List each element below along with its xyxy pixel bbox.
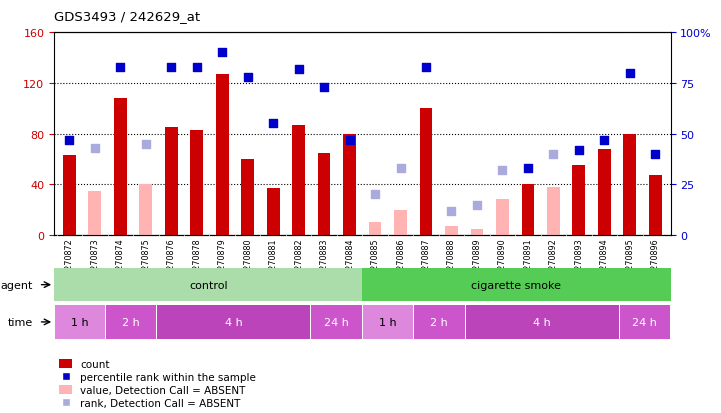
Text: 1 h: 1 h — [379, 317, 397, 327]
Text: 1 h: 1 h — [71, 317, 89, 327]
Point — [598, 137, 610, 144]
Point — [650, 151, 661, 158]
Text: GSM270887: GSM270887 — [422, 238, 430, 286]
Bar — [242, 159, 254, 235]
Bar — [414, 306, 464, 339]
Bar — [157, 306, 311, 339]
Text: GSM270883: GSM270883 — [319, 238, 329, 286]
Text: GSM270884: GSM270884 — [345, 238, 354, 286]
Point — [446, 208, 457, 214]
Text: GSM270886: GSM270886 — [396, 238, 405, 286]
Point — [420, 64, 432, 71]
Bar — [190, 131, 203, 235]
Point — [216, 50, 228, 57]
Bar — [114, 99, 127, 235]
Text: GSM270880: GSM270880 — [243, 238, 252, 286]
Bar — [368, 223, 381, 235]
Text: GSM270881: GSM270881 — [269, 238, 278, 286]
Point — [293, 66, 304, 73]
Bar — [624, 134, 636, 235]
Text: GSM270879: GSM270879 — [218, 238, 226, 287]
Bar — [139, 185, 152, 235]
Point — [191, 64, 203, 71]
Point — [471, 202, 482, 208]
Text: GSM270885: GSM270885 — [371, 238, 379, 286]
Bar — [420, 109, 433, 235]
Text: GSM270893: GSM270893 — [575, 238, 583, 286]
Point — [115, 64, 126, 71]
Point — [242, 74, 254, 81]
Text: GSM270896: GSM270896 — [651, 238, 660, 286]
Text: cigarette smoke: cigarette smoke — [472, 280, 562, 290]
Bar — [311, 306, 362, 339]
Text: GSM270895: GSM270895 — [625, 238, 634, 287]
Point — [267, 121, 279, 127]
Text: GSM270876: GSM270876 — [167, 238, 176, 286]
Text: GSM270890: GSM270890 — [498, 238, 507, 286]
Bar — [466, 306, 619, 339]
Bar — [363, 268, 671, 301]
Text: GSM270888: GSM270888 — [447, 238, 456, 286]
Bar — [471, 229, 483, 235]
Point — [497, 167, 508, 174]
Text: 4 h: 4 h — [534, 317, 551, 327]
Text: GDS3493 / 242629_at: GDS3493 / 242629_at — [54, 10, 200, 23]
Point — [166, 64, 177, 71]
Legend: count, percentile rank within the sample, value, Detection Call = ABSENT, rank, : count, percentile rank within the sample… — [59, 359, 256, 408]
Text: 2 h: 2 h — [123, 317, 140, 327]
Text: agent: agent — [0, 280, 32, 290]
Text: time: time — [7, 317, 32, 327]
Text: GSM270889: GSM270889 — [472, 238, 482, 286]
Bar — [445, 227, 458, 235]
Bar — [363, 306, 413, 339]
Bar — [292, 126, 305, 235]
Bar — [572, 166, 585, 235]
Text: GSM270892: GSM270892 — [549, 238, 558, 287]
Text: 4 h: 4 h — [225, 317, 243, 327]
Point — [344, 137, 355, 144]
Text: GSM270873: GSM270873 — [90, 238, 99, 286]
Bar — [318, 153, 330, 235]
Text: GSM270874: GSM270874 — [116, 238, 125, 286]
Bar — [598, 150, 611, 235]
Point — [573, 147, 585, 154]
Text: 24 h: 24 h — [632, 317, 658, 327]
Text: 24 h: 24 h — [324, 317, 349, 327]
Text: GSM270878: GSM270878 — [193, 238, 201, 286]
Bar — [394, 210, 407, 235]
Bar — [165, 128, 177, 235]
Text: 2 h: 2 h — [430, 317, 448, 327]
Bar — [216, 75, 229, 235]
Point — [63, 137, 75, 144]
Text: GSM270894: GSM270894 — [600, 238, 609, 286]
Point — [89, 145, 101, 152]
Point — [547, 151, 559, 158]
Text: GSM270891: GSM270891 — [523, 238, 532, 286]
Bar — [106, 306, 156, 339]
Bar — [55, 306, 105, 339]
Point — [624, 70, 635, 77]
Point — [522, 165, 534, 172]
Point — [140, 141, 151, 148]
Bar — [496, 200, 509, 235]
Point — [319, 84, 330, 91]
Bar — [63, 156, 76, 235]
Text: GSM270875: GSM270875 — [141, 238, 150, 287]
Bar — [619, 306, 670, 339]
Bar — [649, 176, 662, 235]
Text: GSM270872: GSM270872 — [65, 238, 74, 287]
Text: GSM270882: GSM270882 — [294, 238, 303, 286]
Bar — [343, 134, 356, 235]
Bar — [267, 189, 280, 235]
Point — [369, 192, 381, 198]
Bar — [54, 268, 363, 301]
Point — [394, 165, 406, 172]
Bar — [89, 191, 101, 235]
Bar — [521, 185, 534, 235]
Text: control: control — [189, 280, 228, 290]
Bar — [547, 188, 559, 235]
